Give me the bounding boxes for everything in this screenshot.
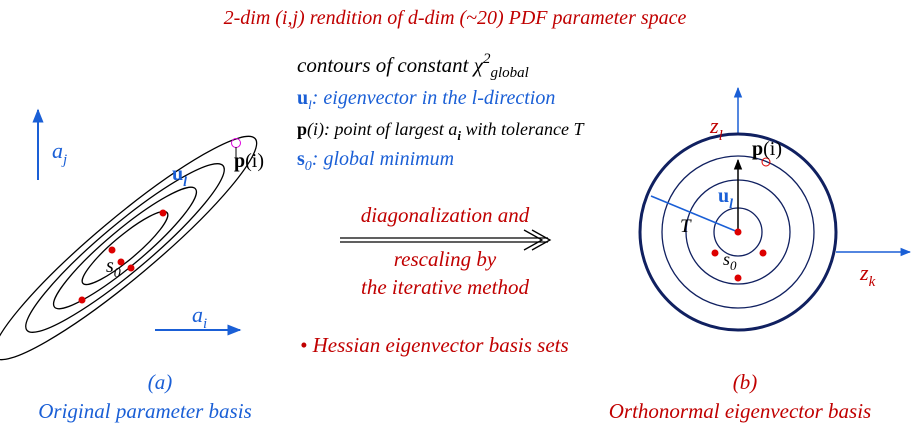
ai: ai	[192, 302, 207, 332]
text-part: l	[308, 97, 312, 112]
ul-right: ul	[718, 185, 733, 212]
text-part: i	[457, 128, 461, 143]
text-part: z	[709, 113, 719, 138]
title: 2-dim (i,j) rendition of d-dim (~20) PDF…	[224, 7, 687, 29]
points-right	[711, 228, 767, 282]
arrow-text-3: the iterative method	[361, 275, 529, 299]
arrow	[340, 229, 552, 251]
text-part: l	[183, 175, 187, 190]
p-label: p(i)	[234, 150, 264, 172]
text-part: 2	[483, 51, 491, 67]
points	[78, 209, 167, 304]
text-part: 0	[305, 159, 312, 174]
caption-b: Orthonormal eigenvector basis	[609, 399, 871, 423]
text-part: z	[859, 260, 869, 285]
legend-p: p(i): point of largest ai with tolerance…	[297, 119, 585, 143]
t-label: T	[680, 216, 692, 237]
text-part: 0	[730, 258, 737, 273]
legend-s: s0: global minimum	[297, 148, 454, 174]
text-part: (i)	[763, 138, 782, 160]
arrow-text-1: diagonalization and	[361, 203, 530, 227]
text-part: with tolerance T	[461, 119, 585, 139]
p-marker	[231, 138, 241, 148]
p-marker-right	[761, 157, 771, 167]
text-part: k	[869, 274, 876, 290]
text-part: p	[234, 150, 245, 172]
text-part: global	[491, 65, 529, 81]
caption-a: Original parameter basis	[38, 399, 252, 423]
text-part: (i): point of largest a	[307, 119, 457, 140]
text-part: : eigenvector in the l-direction	[312, 87, 556, 109]
text-part: p	[752, 138, 763, 160]
p-label-right: p(i)	[752, 138, 782, 160]
text-part: l	[729, 197, 733, 212]
text-part: l	[719, 128, 723, 144]
t-radius	[650, 195, 739, 233]
legend-contours: contours of constant χ2global	[297, 51, 529, 81]
bullet: • Hessian eigenvector basis sets	[300, 333, 569, 357]
text-part: i	[203, 316, 207, 332]
text-part: u	[172, 163, 183, 185]
text-part: a	[192, 302, 203, 327]
s0: s0	[106, 255, 121, 281]
label-b: (b)	[733, 370, 758, 394]
legend-u: ul: eigenvector in the l-direction	[297, 87, 555, 112]
ellipses	[0, 135, 258, 361]
text-part: u	[297, 87, 308, 109]
ul: ul	[172, 163, 187, 190]
text-part: s	[723, 249, 730, 269]
text-part: (i)	[245, 150, 264, 172]
text-part: contours of constant χ	[297, 53, 484, 77]
zl: zl	[709, 113, 723, 144]
text-part: a	[52, 138, 63, 163]
label-a: (a)	[148, 370, 173, 394]
text-part: s	[297, 148, 305, 170]
zk: zk	[859, 260, 876, 290]
text-part: s	[106, 255, 114, 277]
s0-right: s0	[723, 249, 737, 273]
text-part: : global minimum	[312, 148, 454, 170]
text-part: j	[61, 152, 67, 168]
text-part: p	[297, 119, 307, 139]
circles	[638, 132, 838, 332]
text-part: u	[718, 185, 729, 207]
arrow-text-2: rescaling by	[394, 247, 497, 271]
text-part: 0	[114, 266, 121, 281]
aj: aj	[52, 138, 67, 168]
